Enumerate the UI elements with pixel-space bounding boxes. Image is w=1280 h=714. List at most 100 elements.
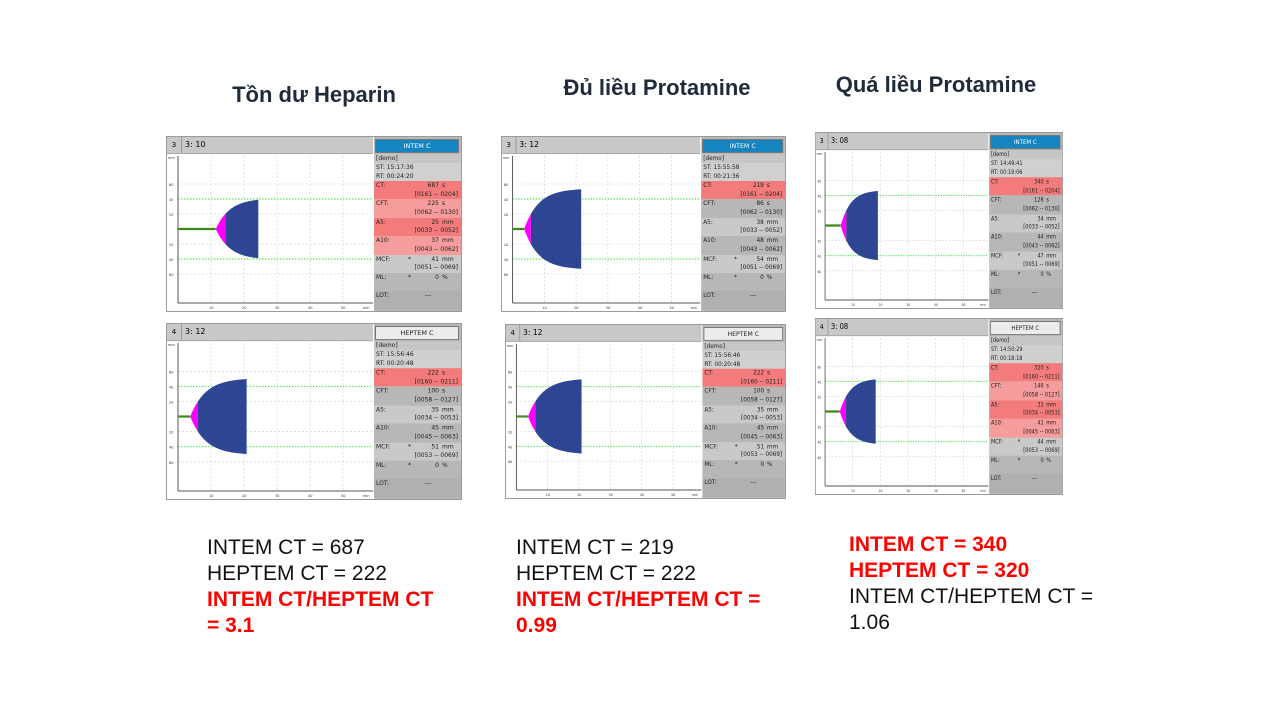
channel-number: 3 xyxy=(167,137,182,153)
param-flag: * xyxy=(1017,252,1021,260)
param-row: MCF: * 44 mm [0053 -- 0069] xyxy=(989,437,1063,456)
param-range: [0051 -- 0069] xyxy=(740,264,783,272)
param-unit: s xyxy=(766,200,770,208)
y-tick-label: 60 xyxy=(508,371,512,375)
x-tick-label: 30 xyxy=(606,306,610,310)
rotem-panel-heptem: 4 3: 08 60 40 20 20 40 60 mm 10 20 30 40 50 min HEPTEM … xyxy=(815,318,1063,495)
param-range: [0160 -- 0211] xyxy=(414,377,458,385)
temogram-chart: 60 40 20 20 40 60 mm 10 20 30 40 50 min xyxy=(507,344,702,497)
param-row: CFT: 100 s [0058 -- 0127] xyxy=(374,386,461,406)
param-value: 0 xyxy=(760,461,765,469)
test-name-button[interactable]: HEPTEM C xyxy=(375,326,459,341)
param-unit: mm xyxy=(767,442,779,450)
x-tick-label: 40 xyxy=(308,306,312,310)
param-value: 225 xyxy=(427,200,439,208)
y-tick-label: 20 xyxy=(818,425,822,429)
results-sidebar: INTEM C [demo] ST: 15:17:36 RT: 00:24:20 CT:… xyxy=(374,137,461,311)
param-unit: % xyxy=(442,461,448,469)
rotem-panel-intem: 3 3: 12 60 40 20 20 40 60 mm 10 20 30 40 50 min INTEM C… xyxy=(501,136,786,312)
param-label: CFT: xyxy=(703,200,716,208)
y-unit-label: mm xyxy=(168,343,175,347)
param-row: A10: 45 mm [0045 -- 0063] xyxy=(374,423,461,443)
param-range: [0062 -- 0130] xyxy=(1023,205,1060,213)
test-name-button[interactable]: INTEM C xyxy=(702,139,784,153)
test-name-button[interactable]: INTEM C xyxy=(990,135,1061,150)
param-flag: * xyxy=(734,273,737,281)
rotem-panel-heptem: 4 3: 12 60 40 20 20 40 60 mm 10 20 30 40 50 min HEPTEM … xyxy=(505,324,786,499)
param-range: [0034 -- 0053] xyxy=(414,414,458,422)
demo-label: [demo] xyxy=(374,154,461,163)
param-unit: % xyxy=(767,461,773,469)
lot-row: LOT: --- xyxy=(989,288,1063,307)
param-range: [0161 -- 0204] xyxy=(1023,186,1060,194)
y-tick-label: 20 xyxy=(504,243,508,247)
start-time: ST: 14:50:29 xyxy=(989,345,1063,355)
y-tick-label: 40 xyxy=(169,198,173,202)
test-name-button[interactable]: INTEM C xyxy=(375,139,459,153)
param-label: CFT: xyxy=(990,382,1002,390)
y-tick-label: 60 xyxy=(504,183,508,187)
param-label: A10: xyxy=(704,424,718,432)
param-label: A5: xyxy=(376,406,386,414)
result-line: INTEM CT/HEPTEM CT = xyxy=(516,588,761,611)
param-label: CT: xyxy=(990,364,999,372)
param-label: A10: xyxy=(703,237,717,245)
param-unit: s xyxy=(442,182,446,189)
y-tick-label: 60 xyxy=(818,456,822,460)
param-unit: s xyxy=(767,388,770,395)
start-time: ST: 15:17:36 xyxy=(374,163,461,172)
x-unit-label: min xyxy=(980,489,986,493)
channel-number: 3 xyxy=(502,137,517,153)
results-sidebar: HEPTEM C [demo] ST: 14:50:29 RT: 00:18:18 CT… xyxy=(989,319,1063,494)
param-value: 86 xyxy=(756,200,764,208)
param-value: 34 xyxy=(1037,215,1044,223)
param-row: ML: * 0% xyxy=(989,269,1063,289)
param-row: CFT: 86 s [0062 -- 0130] xyxy=(701,199,786,218)
param-flag: * xyxy=(1017,438,1021,446)
param-value: 146 xyxy=(1034,382,1044,390)
param-row: ML: * 0% xyxy=(374,272,461,292)
param-row: A10: 44 mm [0043 -- 0062] xyxy=(989,232,1063,252)
param-unit: mm xyxy=(442,424,454,432)
run-time: RT: 00:18:18 xyxy=(989,354,1063,364)
param-label: CFT: xyxy=(704,388,717,395)
demo-label: [demo] xyxy=(989,336,1063,346)
rotem-panel-intem: 3 3: 10 60 40 20 20 40 60 mm 10 20 30 40 50 min INTEM C… xyxy=(166,136,462,312)
x-unit-label: min xyxy=(363,494,370,498)
channel-header: 3 3: 12 xyxy=(501,137,701,154)
y-tick-label: 60 xyxy=(508,460,512,464)
result-line: HEPTEM CT = 320 xyxy=(849,559,1030,582)
param-flag: * xyxy=(734,255,737,263)
x-tick-label: 30 xyxy=(906,489,910,493)
test-name-button[interactable]: HEPTEM C xyxy=(990,321,1061,336)
y-tick-label: 60 xyxy=(818,270,822,274)
param-value: 31 xyxy=(1037,401,1044,409)
param-row: MCF: * 41 mm [0051 -- 0069] xyxy=(374,254,461,273)
param-row: ML: * 0% xyxy=(701,272,786,292)
param-value: 25 xyxy=(431,218,439,226)
lot-label: LOT: xyxy=(704,479,717,487)
param-row: A10: 41 mm [0045 -- 0063] xyxy=(989,418,1063,438)
param-row: CFT: 100 s [0058 -- 0127] xyxy=(702,387,786,406)
param-range: [0161 -- 0204] xyxy=(740,190,783,198)
x-tick-label: 10 xyxy=(851,303,855,307)
param-flag: * xyxy=(408,255,411,263)
result-line: INTEM CT/HEPTEM CT xyxy=(207,588,434,611)
y-tick-label: 40 xyxy=(169,446,173,450)
param-unit: mm xyxy=(442,406,454,414)
y-tick-label: 60 xyxy=(169,183,173,187)
param-flag: * xyxy=(734,442,738,450)
param-range: [0043 -- 0062] xyxy=(414,245,458,253)
param-unit: mm xyxy=(442,237,454,245)
param-range: [0034 -- 0053] xyxy=(1023,409,1060,417)
result-line: 0.99 xyxy=(516,614,557,637)
param-unit: % xyxy=(1046,270,1052,278)
test-name-button[interactable]: HEPTEM C xyxy=(703,326,784,341)
y-tick-label: 20 xyxy=(508,400,512,404)
x-unit-label: min xyxy=(980,303,986,307)
x-tick-label: 20 xyxy=(242,494,246,498)
channel-number: 4 xyxy=(816,319,829,336)
temogram-chart: 60 40 20 20 40 60 mm 10 20 30 40 50 min xyxy=(503,156,701,310)
param-flag: * xyxy=(734,461,738,469)
param-unit: mm xyxy=(442,255,454,263)
